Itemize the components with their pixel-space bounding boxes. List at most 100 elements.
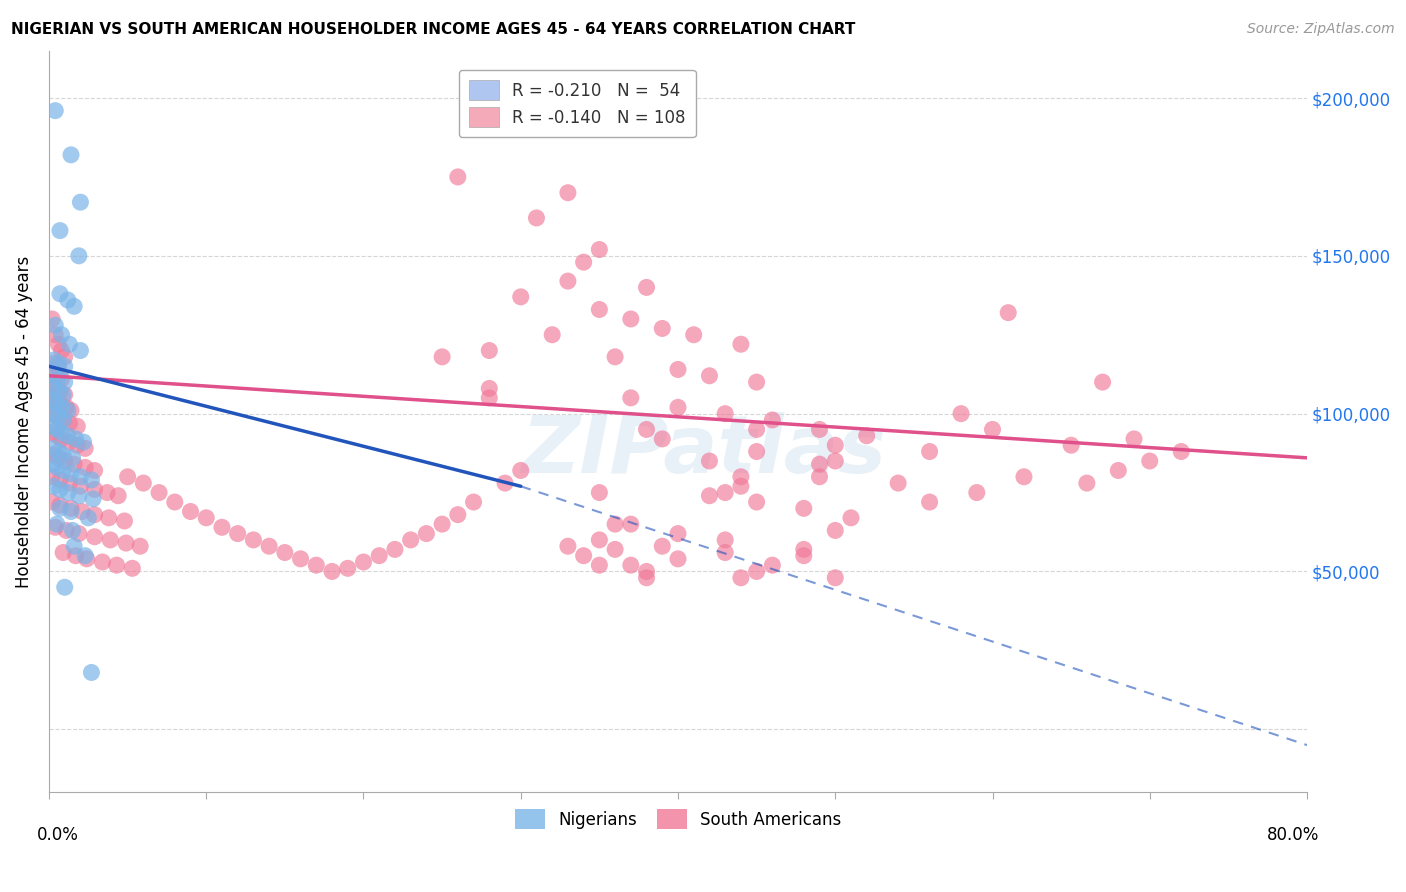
Point <box>41 470 63 484</box>
Point <box>82 491 104 506</box>
Point <box>42 356 65 370</box>
Point <box>1091 375 1114 389</box>
Point <box>368 549 391 563</box>
Point <box>51 425 73 440</box>
Point <box>80 665 103 680</box>
Point <box>76 552 98 566</box>
Point <box>509 463 531 477</box>
Point <box>730 479 752 493</box>
Point <box>80 473 103 487</box>
Point <box>384 542 406 557</box>
Point <box>48 372 70 386</box>
Point <box>58 337 80 351</box>
Point <box>45 429 67 443</box>
Point <box>52 413 75 427</box>
Point <box>114 514 136 528</box>
Point <box>72 435 94 450</box>
Point <box>1170 444 1192 458</box>
Point <box>588 243 610 257</box>
Point <box>793 542 815 557</box>
Point <box>290 552 312 566</box>
Point <box>49 501 72 516</box>
Point <box>62 450 84 465</box>
Point <box>478 343 501 358</box>
Point <box>41 407 63 421</box>
Point <box>52 448 75 462</box>
Point <box>66 438 89 452</box>
Point <box>714 485 737 500</box>
Point <box>620 517 643 532</box>
Point <box>83 463 105 477</box>
Point <box>42 368 65 383</box>
Point <box>58 416 80 430</box>
Point <box>45 409 67 424</box>
Point <box>75 460 97 475</box>
Point <box>63 539 86 553</box>
Point <box>745 422 768 436</box>
Point <box>67 526 90 541</box>
Point <box>53 359 76 374</box>
Point <box>353 555 375 569</box>
Point <box>839 511 862 525</box>
Point <box>65 432 87 446</box>
Point <box>59 403 82 417</box>
Point <box>950 407 973 421</box>
Point <box>541 327 564 342</box>
Point <box>44 520 66 534</box>
Point <box>42 407 65 421</box>
Point <box>63 457 86 471</box>
Point <box>115 536 138 550</box>
Point <box>56 293 79 307</box>
Text: ZIPatlas: ZIPatlas <box>520 412 886 491</box>
Point <box>305 558 328 573</box>
Point <box>761 413 783 427</box>
Point <box>274 545 297 559</box>
Point <box>855 429 877 443</box>
Point <box>163 495 186 509</box>
Point <box>636 422 658 436</box>
Point <box>56 403 79 417</box>
Text: NIGERIAN VS SOUTH AMERICAN HOUSEHOLDER INCOME AGES 45 - 64 YEARS CORRELATION CHA: NIGERIAN VS SOUTH AMERICAN HOUSEHOLDER I… <box>11 22 856 37</box>
Point <box>430 517 453 532</box>
Point <box>588 533 610 547</box>
Point <box>117 470 139 484</box>
Point <box>45 397 67 411</box>
Point <box>1107 463 1129 477</box>
Point <box>257 539 280 553</box>
Point <box>67 249 90 263</box>
Point <box>824 524 846 538</box>
Point <box>51 327 73 342</box>
Point <box>808 422 831 436</box>
Point <box>59 501 82 516</box>
Point <box>447 169 470 184</box>
Point <box>69 195 91 210</box>
Point <box>699 454 721 468</box>
Point <box>58 476 80 491</box>
Point <box>745 375 768 389</box>
Point <box>557 539 579 553</box>
Point <box>195 511 218 525</box>
Point <box>42 479 65 493</box>
Point <box>83 508 105 522</box>
Point <box>714 545 737 559</box>
Point <box>557 274 579 288</box>
Text: 0.0%: 0.0% <box>37 826 79 844</box>
Point <box>41 391 63 405</box>
Point <box>41 312 63 326</box>
Point <box>666 401 689 415</box>
Point <box>824 571 846 585</box>
Point <box>41 425 63 440</box>
Point <box>808 457 831 471</box>
Y-axis label: Householder Income Ages 45 - 64 years: Householder Income Ages 45 - 64 years <box>15 255 32 588</box>
Point <box>666 526 689 541</box>
Point <box>42 353 65 368</box>
Point <box>636 280 658 294</box>
Point <box>666 552 689 566</box>
Point <box>96 485 118 500</box>
Point <box>77 511 100 525</box>
Point <box>51 372 73 386</box>
Point <box>58 435 80 450</box>
Point <box>51 343 73 358</box>
Point <box>44 381 66 395</box>
Point <box>51 432 73 446</box>
